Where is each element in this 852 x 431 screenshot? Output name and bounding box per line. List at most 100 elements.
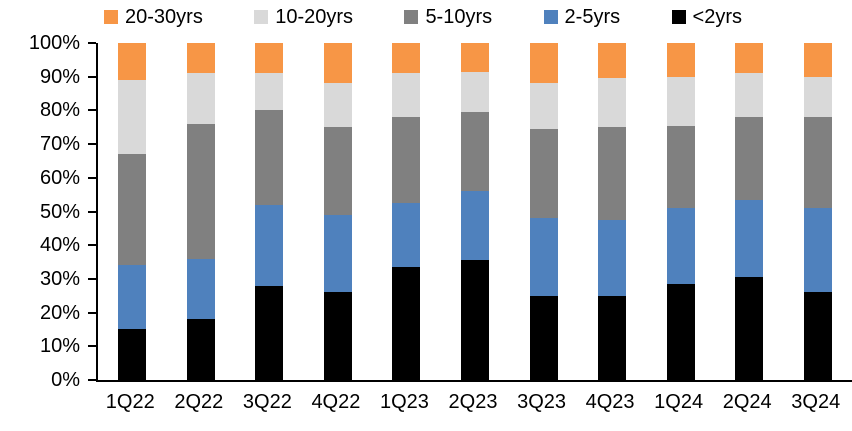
bar-segment [323,292,352,380]
bar-segment [529,218,558,296]
bar-segment [666,125,695,209]
bar-segment [803,292,832,380]
legend-label: 5-10yrs [425,6,493,28]
bar-segment [529,43,558,84]
y-tick-label: 60% [39,166,80,189]
y-axis-tick [88,143,96,146]
stacked-bar-4Q22 [323,43,352,380]
legend-item: 20-30yrs [104,7,203,27]
bar-segment [735,117,764,200]
y-tick-label: 50% [39,200,80,223]
bar-segment [118,329,147,380]
bar-segment [255,285,284,380]
stacked-bar-3Q23 [529,43,558,380]
bar-segment [666,208,695,284]
legend-label: 10-20yrs [275,6,354,28]
bar-segment [598,219,627,296]
x-tick-label: 1Q24 [654,391,704,413]
x-tick-label: 2Q22 [174,391,224,413]
x-tick-label: 3Q24 [791,391,841,413]
bar-segment [598,295,627,380]
stacked-bar-1Q24 [666,43,695,380]
y-tick-label: 10% [39,335,80,358]
y-axis-tick [88,277,96,280]
y-axis-tick [88,210,96,213]
bar-segment [735,73,764,118]
bar-segment [803,43,832,77]
y-axis-tick [88,244,96,247]
stacked-bar-1Q22 [118,43,147,380]
bar-segment [323,83,352,128]
bar-segment [392,117,421,204]
bar-segment [803,117,832,209]
bar-segment [666,43,695,77]
bar-segment [529,295,558,380]
bar-segment [392,267,421,380]
bar-segment [255,110,284,205]
x-tick-label: 2Q24 [722,391,772,413]
bar-segment [186,123,215,259]
bar-segment [255,43,284,74]
x-tick-label: 3Q23 [517,391,567,413]
legend-swatch-icon [254,10,269,24]
bar-segment [666,76,695,126]
bar-slot [372,43,441,380]
bar-slot [304,43,373,380]
bar-segment [255,204,284,286]
bar-slot [783,43,852,380]
x-tick-label: 4Q22 [311,391,361,413]
y-axis-tick [88,311,96,314]
bar-segment [529,128,558,219]
bar-segment [461,43,489,72]
bar-segment [803,208,832,293]
bar-segment [666,283,695,380]
stacked-bar-3Q24 [803,43,832,380]
legend-swatch-icon [404,10,419,24]
bar-segment [735,277,764,380]
y-axis-tick [88,379,96,381]
y-tick-label: 0% [51,369,80,391]
legend-swatch-icon [543,10,558,24]
legend-item: <2yrs [671,6,742,28]
stacked-bar-4Q23 [598,43,627,380]
bar-segment [186,319,215,380]
y-axis-labels: 0% 10% 20% 30% 40% 50% 60% 70% 80% 90% 100% [0,33,80,390]
legend-item: 10-20yrs [254,7,353,27]
stacked-bar-3Q22 [255,43,284,380]
legend-label: <2yrs [692,6,742,28]
bar-segment [186,43,215,74]
y-axis-tick [88,109,96,112]
x-tick-label: 1Q23 [379,391,429,413]
bar-segment [186,73,215,124]
bar-segment [461,191,489,261]
y-tick-label: 30% [39,267,80,290]
bar-segment [461,71,489,113]
bar-segment [461,112,489,192]
x-tick-label: 2Q23 [448,391,498,413]
y-axis-tick [88,176,96,179]
bar-slot [646,43,715,380]
bar-segment [323,214,352,293]
bar-slot [98,43,167,380]
bar-segment [392,73,421,118]
x-axis-labels: 1Q22 2Q22 3Q22 4Q22 1Q23 2Q23 3Q23 4Q23 1Q24 2Q24… [96,390,850,414]
bar-segment [323,127,352,215]
bar-slot [509,43,578,380]
bar-segment [255,73,284,111]
bar-segment [118,43,147,81]
bar-segment [529,83,558,129]
bar-segment [735,43,764,74]
y-axis-tick [88,345,96,348]
y-tick-label: 80% [39,99,80,122]
bar-slot [441,43,510,380]
legend-item: 2-5yrs [543,7,620,27]
y-tick-label: 20% [39,301,80,324]
legend-swatch-icon [104,10,118,24]
bar-segment [118,154,147,266]
stacked-bar-1Q23 [392,43,421,380]
y-axis-tick [88,42,96,44]
stacked-bar-2Q23 [461,43,489,380]
bar-slot [715,43,784,380]
bar-segment [735,199,764,278]
